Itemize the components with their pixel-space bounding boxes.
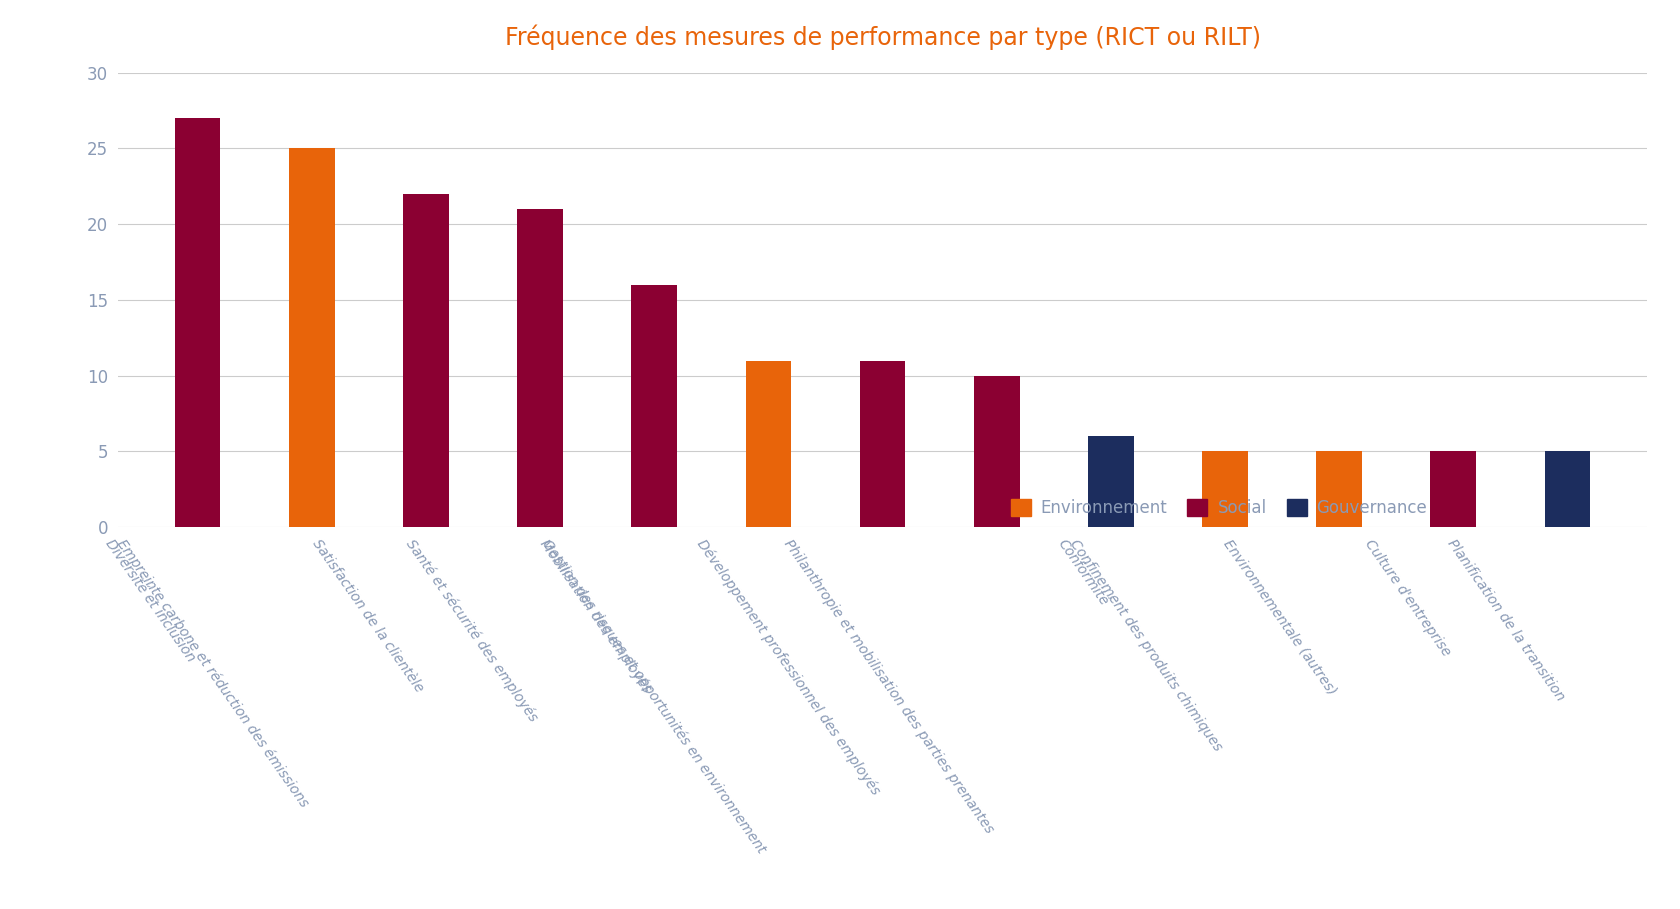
Bar	[1201, 452, 1247, 527]
Bar	[1544, 452, 1589, 527]
Bar	[1315, 452, 1361, 527]
Bar	[1087, 436, 1132, 527]
Bar	[289, 148, 334, 527]
Bar	[403, 194, 449, 527]
Bar	[517, 209, 563, 527]
Bar	[973, 375, 1018, 527]
Bar	[1430, 452, 1475, 527]
Bar	[175, 118, 220, 527]
Bar	[632, 285, 677, 527]
Legend: Environnement, Social, Gouvernance: Environnement, Social, Gouvernance	[1003, 492, 1433, 524]
Bar	[746, 361, 791, 527]
Bar	[858, 361, 906, 527]
Title: Fréquence des mesures de performance par type (RICT ou RILT): Fréquence des mesures de performance par…	[504, 25, 1260, 50]
